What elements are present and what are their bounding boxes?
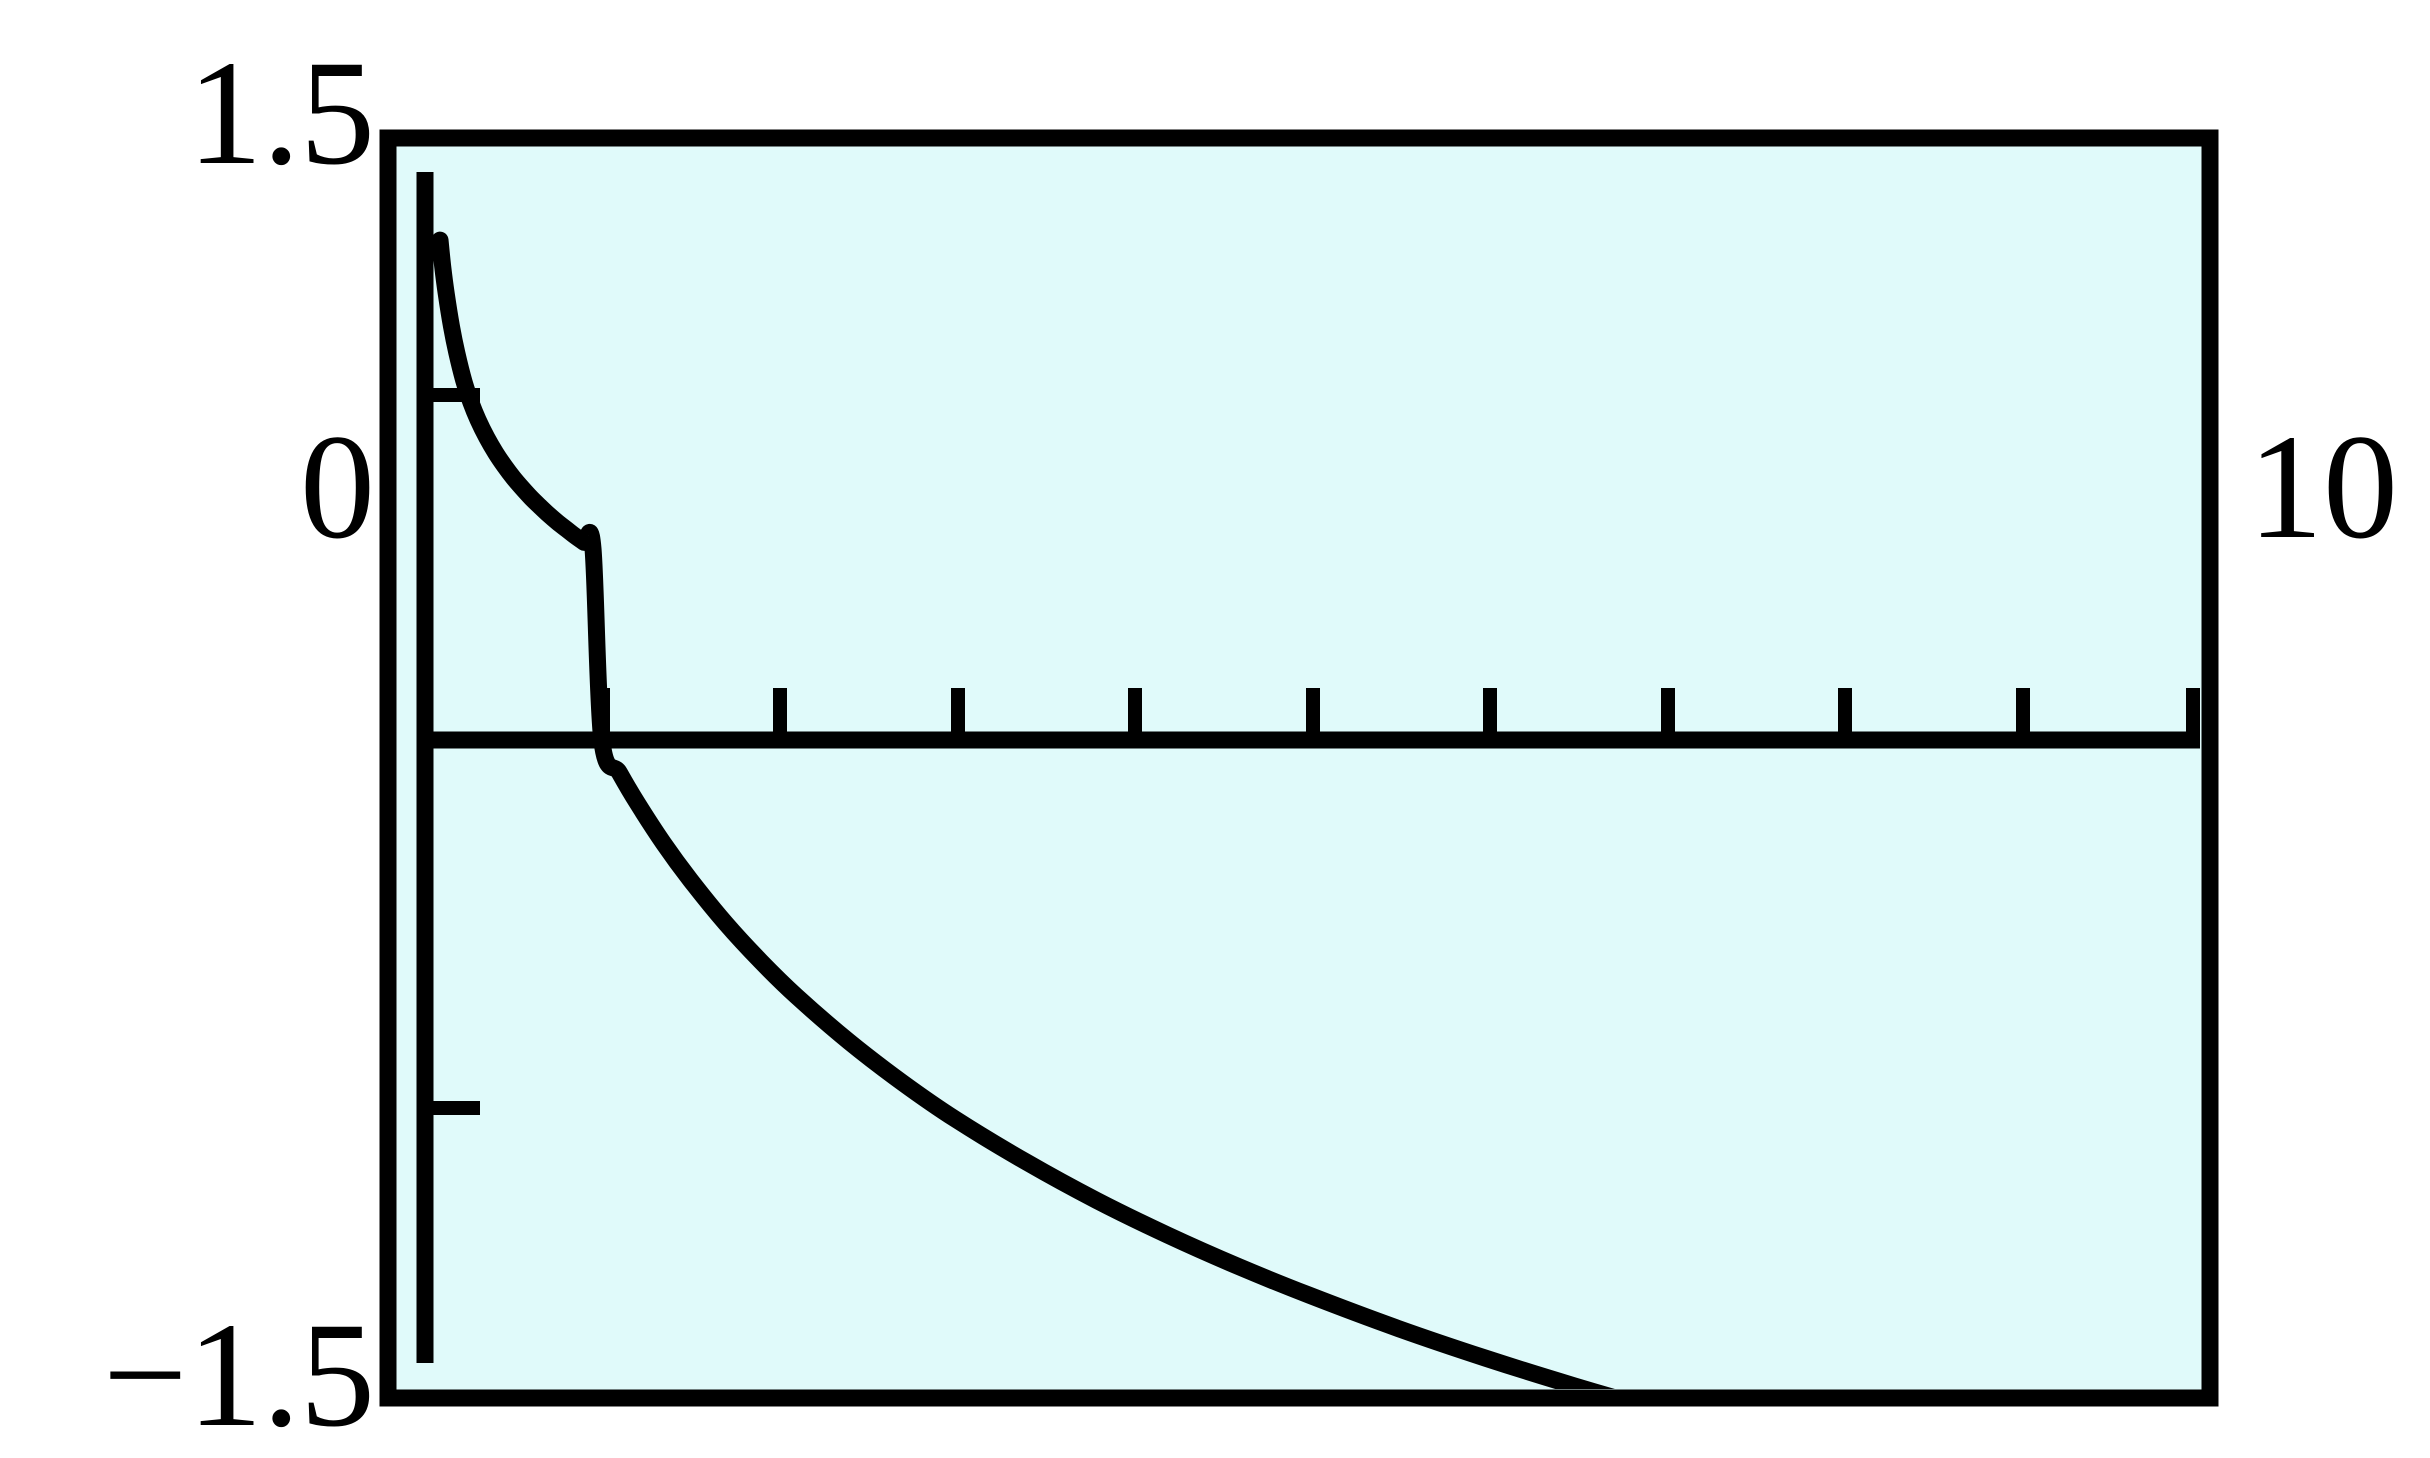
plot-frame-border <box>379 129 2219 1407</box>
x-axis-max-label: 10 <box>2248 404 2398 570</box>
y-axis-max-label: 1.5 <box>187 30 376 196</box>
y-axis-min-label: −1.5 <box>102 1292 375 1458</box>
plot-background <box>388 138 2210 1398</box>
data-curve-line <box>431 231 1615 1389</box>
x-axis-ticks <box>596 688 2200 740</box>
y-axis-zero-label: 0 <box>300 404 375 570</box>
